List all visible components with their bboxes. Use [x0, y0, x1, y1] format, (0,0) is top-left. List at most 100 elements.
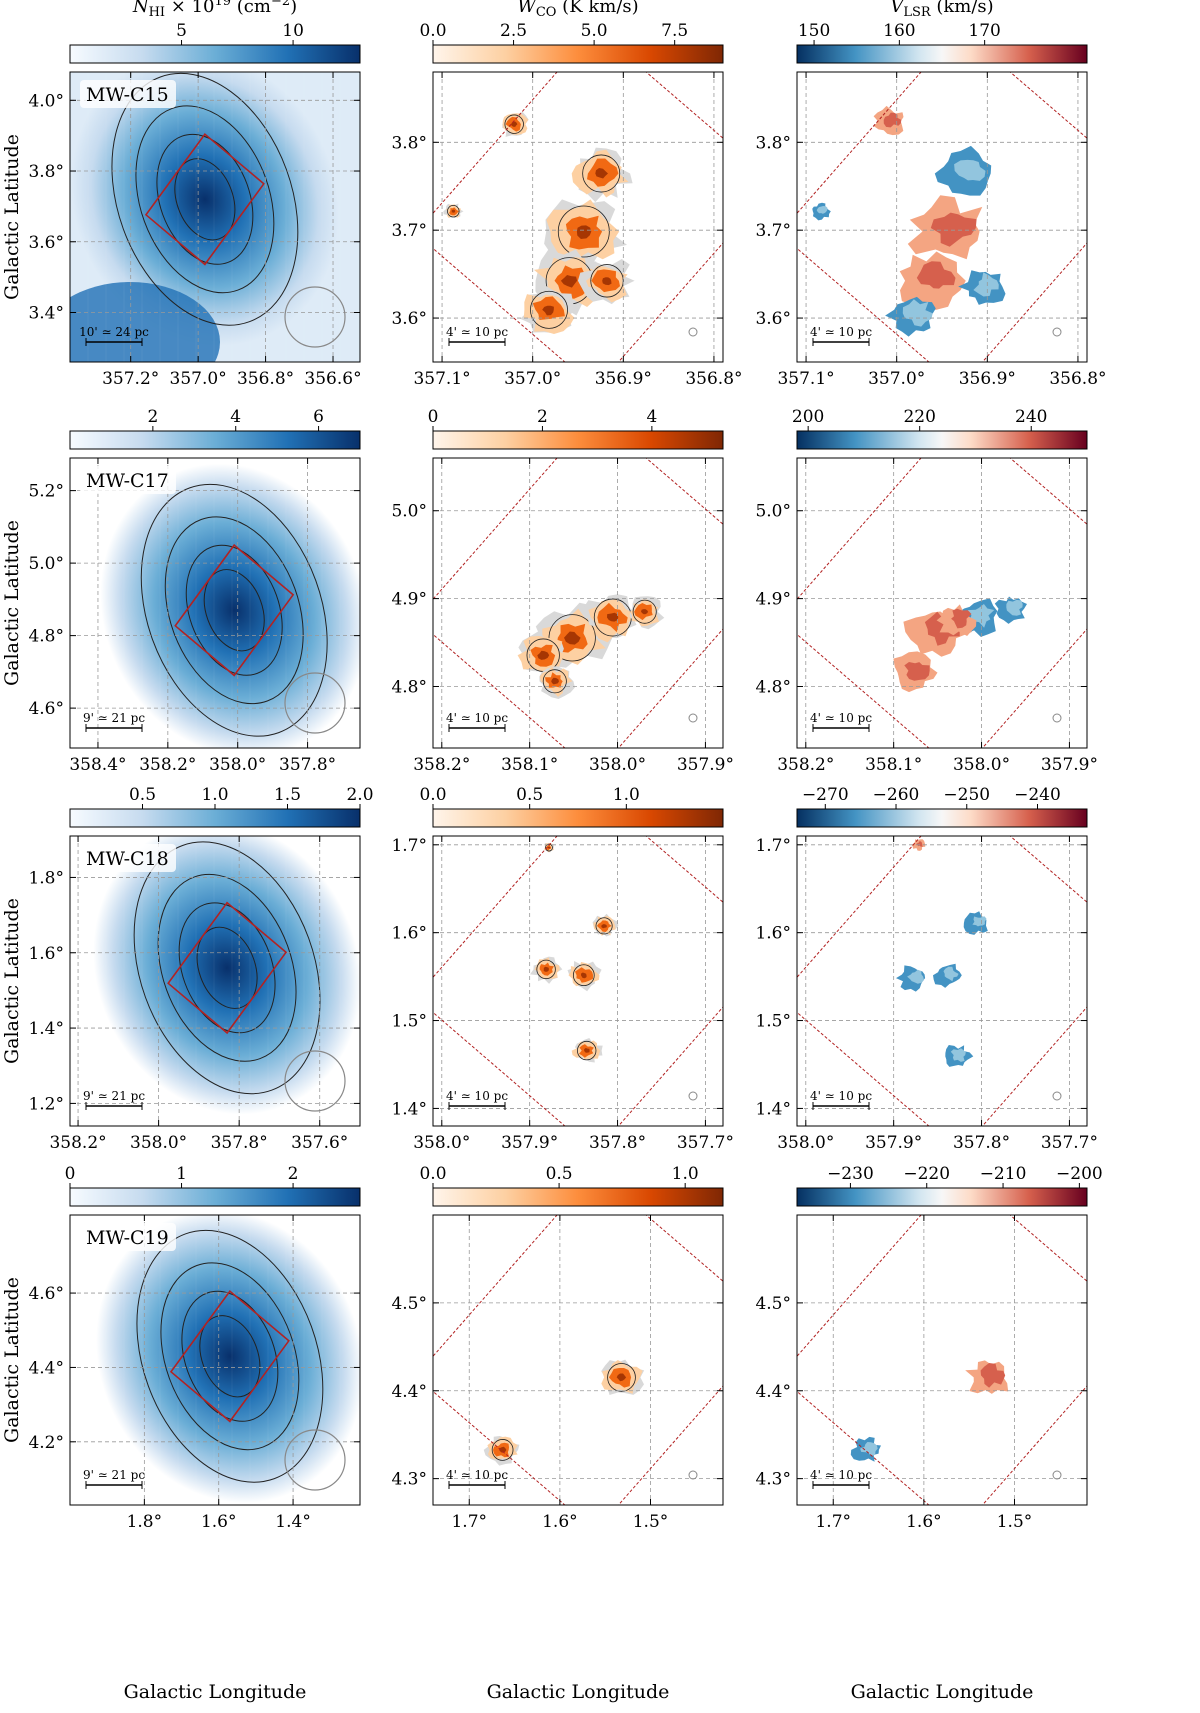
map-background: [797, 1215, 1087, 1505]
cloud-label-box: [80, 1223, 176, 1251]
panel-frame: [432, 835, 724, 1127]
x-tick-label: 358.0°: [130, 1133, 187, 1153]
beam-circle: [1052, 327, 1062, 337]
panel-frame: [796, 835, 1088, 1127]
velocity-emission-core: [860, 1442, 878, 1456]
x-tick-label: 358.0°: [209, 755, 266, 775]
y-tick-label: 4.3°: [755, 1470, 791, 1490]
y-tick-label: 4.9°: [391, 590, 427, 610]
colorbar-title-part: ): [290, 0, 297, 17]
hi-contour: [140, 483, 328, 737]
x-tick-label: 358.0°: [777, 1133, 834, 1153]
x-tick-label: 357.7°: [1041, 1133, 1098, 1153]
x-tick-label: 357.8°: [211, 1133, 268, 1153]
hi-contour: [157, 873, 297, 1062]
panel-frame: [69, 1214, 361, 1506]
scale-bar-label: 4' ≃ 10 pc: [446, 711, 508, 725]
panel-frame: [69, 835, 361, 1127]
colorbar-tick-label: 2: [288, 1164, 299, 1184]
y-tick-label: 1.4°: [391, 1099, 427, 1119]
x-tick-label: 358.2°: [139, 755, 196, 775]
y-tick-label: 5.0°: [391, 502, 427, 522]
co-emission-peak: [542, 305, 554, 316]
beam-circle: [688, 327, 698, 337]
x-tick-label: 357.9°: [677, 755, 734, 775]
y-tick-label: 1.7°: [391, 836, 427, 856]
panel-frame: [69, 71, 361, 363]
panel-body: [797, 72, 1087, 362]
y-tick-label: 4.2°: [28, 1433, 64, 1453]
co-emission-peak: [564, 631, 581, 645]
x-tick-label: 357.0°: [868, 369, 925, 389]
x-tick-label: 357.6°: [291, 1133, 348, 1153]
y-tick-label: 4.4°: [391, 1382, 427, 1402]
velocity-emission-core: [967, 604, 995, 628]
velocity-emission-core: [943, 966, 959, 982]
x-tick-label: 356.9°: [959, 369, 1016, 389]
panel-mw-c17-v: 200 220 240 358.2° 358.1° 358.0° 357.9° 4.8° 4.9…: [755, 407, 1098, 775]
panel-mw-c18-co: 0.0 0.5 1.0 358.0° 357.9° 357.8° 357.7° 1.4° 1.5…: [391, 785, 734, 1153]
co-emission-peak: [543, 966, 549, 972]
co-emission-peak: [547, 846, 551, 849]
colorbar-tick-label: 2.5: [500, 21, 527, 41]
panel-frame: [432, 457, 724, 749]
y-tick-label: 4.3°: [391, 1470, 427, 1490]
colorbar-hi: [69, 808, 361, 828]
co-contour: [536, 959, 556, 980]
y-tick-label: 3.7°: [755, 221, 791, 241]
scale-bar-label: 4' ≃ 10 pc: [446, 1089, 508, 1103]
hi-contour: [196, 926, 258, 1009]
y-tick-label: 3.6°: [28, 233, 64, 253]
y-tick-label: 1.5°: [755, 1012, 791, 1032]
x-tick-label: 357.8°: [589, 1133, 646, 1153]
co-emission-peak: [595, 168, 608, 179]
beam-circle: [284, 672, 346, 734]
alma-footprint: [174, 543, 295, 677]
velocity-emission-core: [930, 212, 977, 247]
y-tick-label: 5.0°: [28, 554, 64, 574]
colorbar-title-part: LSR: [903, 5, 932, 20]
colorbar-tick-label: 240: [1015, 407, 1047, 427]
colorbar-tick-label: 1.0: [672, 1164, 699, 1184]
scale-bar-label: 4' ≃ 10 pc: [810, 711, 872, 725]
x-tick-label: 357.0°: [504, 369, 561, 389]
hi-contour: [164, 516, 304, 705]
colorbar-tick-label: 4: [646, 407, 657, 427]
panel-body: [797, 458, 1087, 748]
cloud-label: MW-C19: [86, 1227, 169, 1249]
beam-circle: [1052, 1091, 1062, 1101]
y-tick-label: 3.8°: [755, 133, 791, 153]
panel-body: [70, 1215, 360, 1505]
co-contour: [545, 843, 553, 852]
co-contour: [530, 290, 568, 329]
y-tick-label: 4.0°: [28, 91, 64, 111]
co-contour: [572, 964, 595, 987]
hi-contour: [160, 1262, 300, 1451]
x-tick-label: 358.2°: [777, 755, 834, 775]
x-tick-label: 358.0°: [953, 755, 1010, 775]
beam-circle: [688, 713, 698, 723]
x-tick-label: 357.1°: [413, 369, 470, 389]
colorbar-title-part: N: [132, 0, 150, 17]
xlabel-col3: Galactic Longitude: [851, 1681, 1034, 1703]
co-emission-peak: [602, 277, 612, 286]
panel-frame: [796, 1214, 1088, 1506]
x-tick-label: 357.8°: [953, 1133, 1010, 1153]
x-tick-label: 1.6°: [906, 1512, 942, 1532]
hi-contour: [185, 544, 283, 676]
alma-footprint: [144, 133, 265, 266]
cloud-label-box: [80, 80, 176, 108]
colorbar-tick-label: 0.0: [419, 1164, 446, 1184]
beam-circle: [688, 1470, 698, 1480]
colorbar-tick-label: −230: [827, 1164, 874, 1184]
scale-bar-label: 4' ≃ 10 pc: [810, 1468, 872, 1482]
beam-circle: [284, 1429, 346, 1491]
x-tick-label: 357.7°: [677, 1133, 734, 1153]
co-emission-peak: [451, 209, 456, 213]
hi-contour: [199, 1315, 261, 1398]
velocity-emission-core: [904, 662, 930, 681]
x-tick-label: 357.0°: [170, 369, 227, 389]
scale-bar-label: 9' ≃ 21 pc: [83, 1468, 145, 1482]
co-contour: [582, 154, 621, 193]
